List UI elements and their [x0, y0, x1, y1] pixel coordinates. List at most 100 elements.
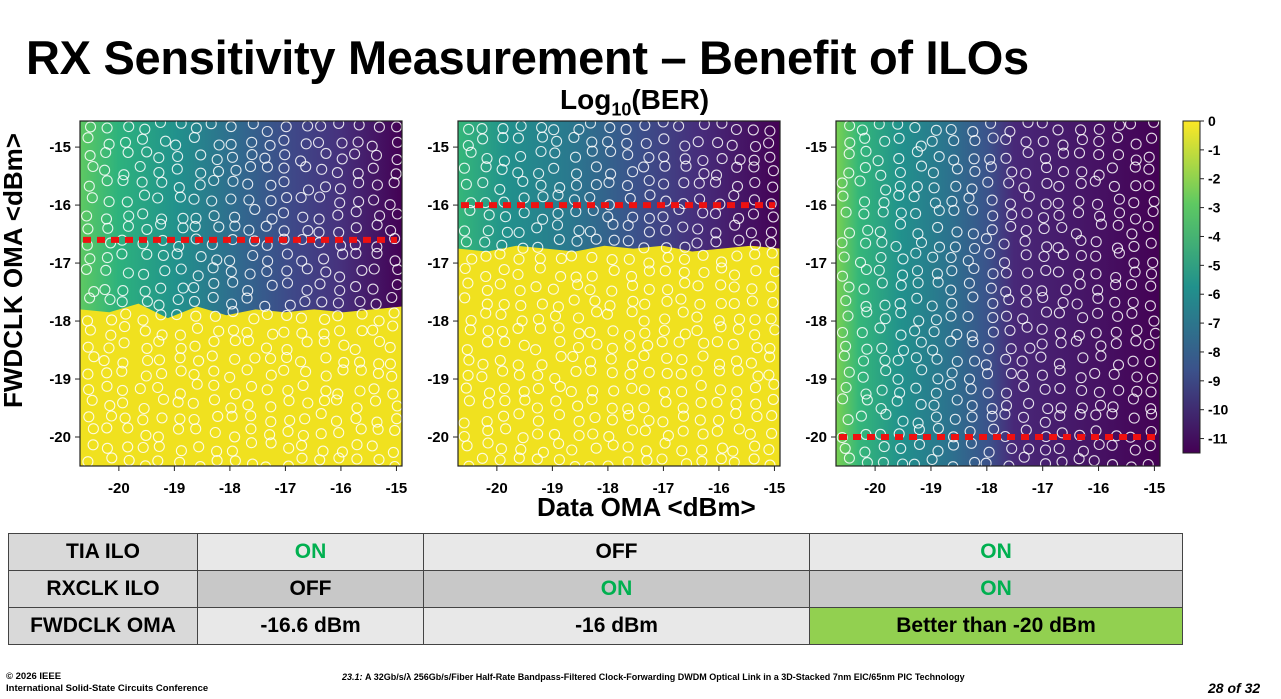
measurement-marker	[334, 271, 346, 283]
measurement-marker	[643, 414, 655, 427]
colorbar-tick-label: -6	[1208, 286, 1221, 302]
measurement-marker	[570, 168, 583, 180]
measurement-marker	[1128, 240, 1140, 252]
measurement-marker	[82, 341, 94, 353]
measurement-marker	[731, 161, 743, 173]
measurement-marker	[1111, 242, 1124, 254]
measurement-marker	[861, 394, 873, 406]
measurement-marker	[141, 248, 153, 260]
measurement-marker	[986, 224, 998, 236]
measurement-marker	[876, 236, 888, 248]
measurement-marker	[1073, 147, 1086, 159]
measurement-marker	[694, 298, 706, 310]
measurement-marker	[660, 224, 672, 236]
measurement-marker	[1143, 151, 1155, 163]
measurement-marker	[494, 278, 506, 290]
measurement-marker	[461, 344, 473, 356]
y-tick-label: -18	[427, 313, 449, 330]
measurement-marker	[927, 344, 939, 356]
measurement-marker	[171, 163, 183, 175]
measurement-marker	[1143, 163, 1155, 175]
measurement-marker	[639, 298, 651, 310]
measurement-marker	[659, 265, 671, 277]
measurement-marker	[118, 337, 130, 349]
measurement-marker	[370, 149, 383, 161]
measurement-marker	[534, 262, 546, 274]
measurement-marker	[908, 191, 920, 203]
measurement-marker	[1036, 285, 1048, 297]
measurement-marker	[1090, 236, 1102, 248]
x-tick-label: -18	[597, 480, 619, 497]
measurement-marker	[912, 417, 924, 429]
measurement-marker	[536, 131, 549, 143]
measurement-marker	[626, 306, 638, 318]
measurement-marker	[1144, 440, 1156, 452]
measurement-marker	[931, 268, 943, 280]
measurement-marker	[548, 124, 560, 136]
measurement-marker	[477, 177, 489, 189]
measurement-marker	[726, 139, 738, 151]
measurement-marker	[1076, 166, 1088, 178]
measurement-marker	[98, 355, 110, 367]
measurement-marker	[477, 133, 489, 145]
measurement-marker	[480, 270, 492, 283]
measurement-marker	[1125, 461, 1137, 466]
measurement-marker	[278, 225, 290, 237]
measurement-marker	[591, 306, 603, 318]
measurement-marker	[171, 248, 183, 260]
measurement-marker	[945, 251, 957, 264]
measurement-marker	[748, 194, 760, 206]
measurement-marker	[638, 402, 650, 414]
measurement-marker	[949, 413, 961, 425]
measurement-marker	[480, 307, 492, 319]
measurement-marker	[320, 147, 332, 159]
measurement-marker	[229, 335, 241, 347]
y-tick-label: -20	[427, 429, 449, 446]
measurement-marker	[1000, 286, 1012, 298]
measurement-marker	[1145, 280, 1157, 292]
measurement-marker	[552, 189, 564, 201]
measurement-marker	[1055, 337, 1067, 349]
measurement-marker	[608, 264, 620, 276]
measurement-marker	[106, 314, 118, 326]
measurement-marker	[531, 402, 543, 414]
measurement-marker	[188, 282, 200, 294]
measurement-marker	[1093, 386, 1105, 398]
measurement-marker	[572, 341, 585, 354]
measurement-marker	[352, 136, 364, 148]
measurement-marker	[676, 445, 688, 457]
measurement-marker	[715, 297, 727, 310]
measurement-marker	[229, 353, 241, 365]
measurement-marker	[872, 155, 884, 167]
measurement-marker	[229, 431, 241, 443]
measurement-marker	[608, 385, 620, 397]
colorbar-tick-label: 0	[1208, 113, 1216, 129]
measurement-marker	[153, 440, 165, 453]
measurement-marker	[911, 292, 923, 304]
measurement-marker	[535, 179, 547, 191]
measurement-marker	[462, 277, 474, 289]
measurement-marker	[932, 276, 944, 288]
measurement-marker	[643, 212, 655, 224]
measurement-marker	[229, 211, 241, 223]
measurement-marker	[932, 221, 944, 233]
measurement-marker	[384, 358, 396, 370]
conference-name: International Solid-State Circuits Confe…	[6, 683, 209, 694]
measurement-marker	[498, 382, 510, 395]
measurement-marker	[697, 350, 709, 362]
measurement-marker	[1057, 249, 1069, 261]
measurement-marker	[948, 135, 960, 147]
measurement-marker	[710, 236, 722, 248]
measurement-marker	[623, 329, 636, 342]
measurement-marker	[212, 165, 225, 177]
measurement-marker	[895, 442, 907, 454]
measurement-marker	[1054, 410, 1066, 422]
measurement-marker	[191, 378, 203, 390]
measurement-marker	[518, 385, 530, 398]
measurement-marker	[750, 265, 762, 277]
measurement-marker	[878, 441, 890, 453]
measurement-marker	[213, 221, 225, 233]
measurement-marker	[367, 162, 379, 174]
measurement-marker	[602, 136, 614, 148]
measurement-marker	[1076, 384, 1088, 397]
